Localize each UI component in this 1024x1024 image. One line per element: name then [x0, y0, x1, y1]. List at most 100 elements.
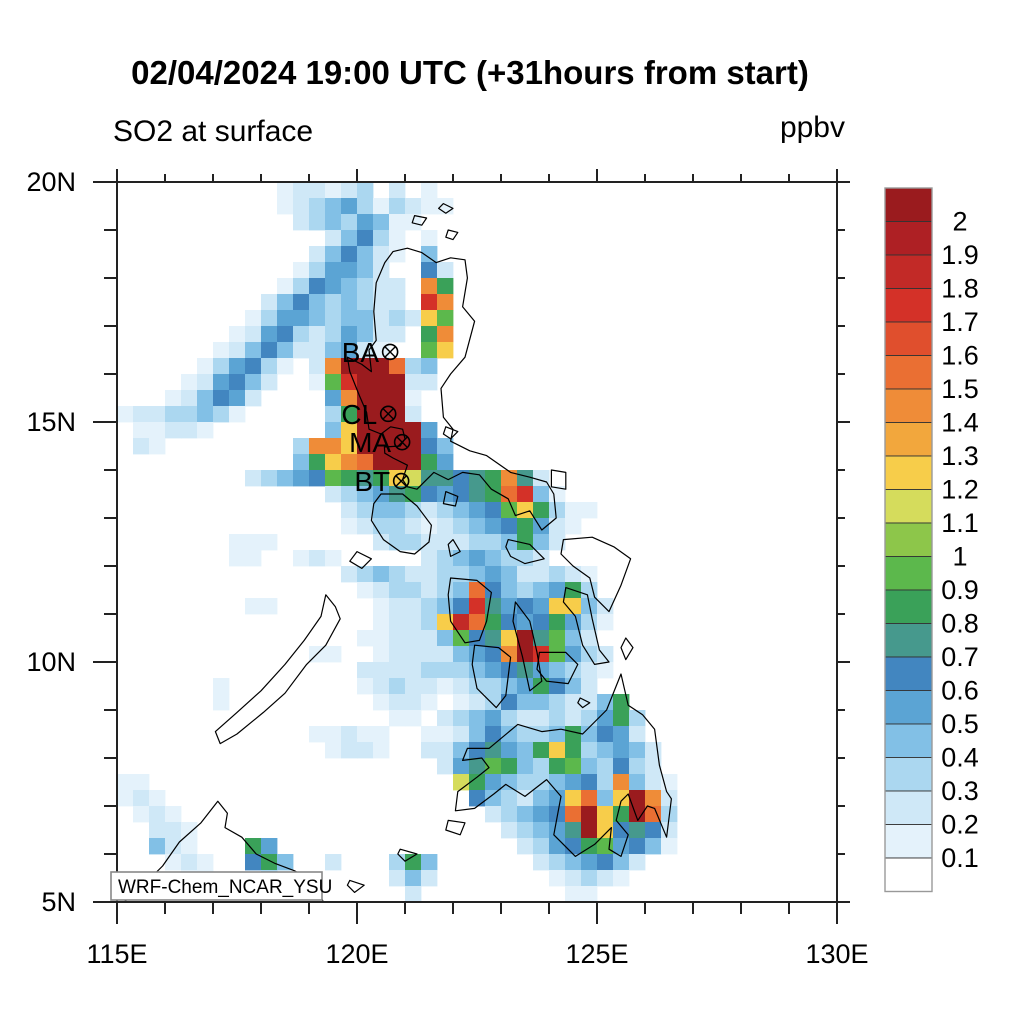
raster-cell	[597, 726, 614, 743]
colorbar-cell	[884, 757, 933, 792]
raster-cell	[629, 822, 646, 839]
y-axis-tick-label: 20N	[26, 167, 76, 197]
raster-cell	[341, 182, 358, 199]
raster-cell	[501, 790, 518, 807]
raster-cell	[389, 198, 406, 215]
station-marker-icon	[379, 405, 397, 423]
raster-cell	[261, 470, 278, 487]
raster-cell	[549, 678, 566, 695]
raster-cell	[389, 214, 406, 231]
raster-cell	[293, 182, 310, 199]
raster-cell	[629, 806, 646, 823]
raster-cell	[293, 310, 310, 327]
raster-cell	[421, 422, 438, 439]
raster-cell	[405, 358, 422, 375]
raster-cell	[645, 822, 662, 839]
raster-cell	[421, 278, 438, 295]
raster-cell	[389, 358, 406, 375]
raster-cell	[485, 790, 502, 807]
raster-cell	[581, 806, 598, 823]
colorbar-tick-label: 1.5	[941, 374, 979, 404]
raster-cell	[293, 262, 310, 279]
raster-cell	[341, 566, 358, 583]
coastline-path	[349, 551, 372, 569]
raster-cell	[549, 582, 566, 599]
raster-cell	[533, 598, 550, 615]
raster-cell	[309, 310, 326, 327]
raster-cell	[421, 566, 438, 583]
raster-cell	[405, 518, 422, 535]
raster-cell	[405, 454, 422, 471]
raster-cell	[629, 710, 646, 727]
station-label: BT	[354, 466, 390, 497]
colorbar-cell	[884, 857, 933, 892]
coastline-path	[536, 651, 579, 685]
raster-cell	[597, 614, 614, 631]
raster-cell	[325, 470, 342, 487]
raster-cell	[261, 294, 278, 311]
raster-cell	[549, 870, 566, 887]
raster-cell	[469, 646, 486, 663]
raster-cell	[661, 838, 678, 855]
raster-cell	[357, 662, 374, 679]
raster-cell	[421, 726, 438, 743]
y-axis-tick-label: 10N	[26, 647, 76, 677]
raster-cell	[373, 326, 390, 343]
raster-cell	[485, 710, 502, 727]
raster-cell	[613, 790, 630, 807]
coastline-path	[442, 491, 459, 507]
raster-cell	[549, 742, 566, 759]
raster-cell	[133, 774, 150, 791]
raster-cell	[469, 486, 486, 503]
colorbar-tick-label: 0.5	[941, 709, 979, 739]
raster-cell	[405, 390, 422, 407]
raster-cell	[261, 326, 278, 343]
raster-cell	[549, 630, 566, 647]
raster-cell	[581, 726, 598, 743]
raster-cell	[181, 406, 198, 423]
station-BA: BA	[342, 337, 399, 368]
raster-cell	[357, 214, 374, 231]
raster-cell	[341, 502, 358, 519]
raster-cell	[501, 582, 518, 599]
raster-cell	[373, 566, 390, 583]
station-marker-icon	[393, 433, 411, 451]
colorbar-tick-label: 0.7	[941, 642, 979, 672]
raster-cell	[533, 710, 550, 727]
raster-cell	[325, 550, 342, 567]
raster-cell	[373, 694, 390, 711]
colorbar-tick-label: 0.8	[941, 609, 979, 639]
raster-cell	[453, 774, 470, 791]
raster-cell	[549, 646, 566, 663]
raster-cell	[485, 726, 502, 743]
station-marker-icon	[392, 472, 410, 490]
raster-cell	[405, 662, 422, 679]
raster-cell	[421, 518, 438, 535]
raster-cell	[453, 646, 470, 663]
raster-cell	[533, 838, 550, 855]
raster-cell	[565, 502, 582, 519]
raster-cell	[341, 326, 358, 343]
raster-cell	[213, 358, 230, 375]
raster-cell	[613, 742, 630, 759]
raster-cell	[565, 662, 582, 679]
raster-cell	[325, 726, 342, 743]
raster-cell	[357, 486, 374, 503]
raster-cell	[245, 470, 262, 487]
raster-cell	[565, 598, 582, 615]
raster-cell	[469, 678, 486, 695]
raster-cell	[645, 774, 662, 791]
raster-cell	[485, 742, 502, 759]
station-CL: CL	[341, 399, 397, 430]
raster-cell	[421, 630, 438, 647]
raster-cell	[581, 774, 598, 791]
raster-cell	[421, 454, 438, 471]
raster-cell	[517, 614, 534, 631]
raster-cell	[277, 470, 294, 487]
raster-cell	[629, 726, 646, 743]
raster-cell	[325, 374, 342, 391]
raster-cell	[453, 726, 470, 743]
raster-cell	[325, 406, 342, 423]
raster-cell	[549, 662, 566, 679]
